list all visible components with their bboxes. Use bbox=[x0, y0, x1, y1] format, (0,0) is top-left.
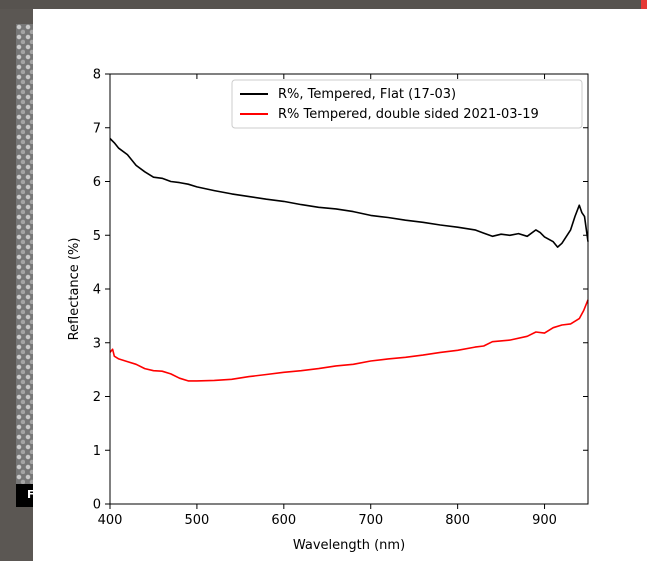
x-axis-label: Wavelength (nm) bbox=[293, 538, 405, 553]
y-tick-label: 4 bbox=[93, 283, 101, 298]
y-tick-label: 0 bbox=[93, 498, 101, 513]
chart-legend: R%, Tempered, Flat (17-03) R% Tempered, … bbox=[231, 79, 583, 129]
y-axis-label: Reflectance (%) bbox=[67, 238, 82, 341]
y-tick-label: 6 bbox=[93, 175, 101, 190]
y-tick-label: 7 bbox=[93, 121, 101, 136]
x-tick-label: 600 bbox=[271, 513, 296, 528]
y-tick-label: 8 bbox=[93, 68, 101, 83]
series-line-double-sided bbox=[109, 299, 589, 382]
thumbnail-caption-chip: F bbox=[16, 484, 35, 507]
y-tick-label: 5 bbox=[93, 229, 101, 244]
x-tick-label: 900 bbox=[532, 513, 557, 528]
y-tick-label: 1 bbox=[93, 444, 101, 459]
y-tick-label: 2 bbox=[93, 390, 101, 405]
x-tick-label: 400 bbox=[98, 513, 123, 528]
x-tick-label: 800 bbox=[445, 513, 470, 528]
legend-box bbox=[231, 79, 583, 129]
window-top-bar bbox=[0, 0, 647, 9]
y-tick-label: 3 bbox=[93, 336, 101, 351]
micrograph-thumbnail bbox=[16, 24, 33, 484]
x-tick-label: 700 bbox=[358, 513, 383, 528]
window-corner-marker bbox=[641, 0, 647, 12]
plot-frame bbox=[109, 73, 589, 505]
thumbnail-caption-label: F bbox=[27, 488, 35, 501]
legend-label-double-sided: R% Tempered, double sided 2021-03-19 bbox=[278, 107, 539, 122]
reflectance-chart: 400 500 600 700 800 900 0 1 2 3 4 5 6 7 8 Wavelength … bbox=[67, 68, 589, 553]
chart-panel: 400 500 600 700 800 900 0 1 2 3 4 5 6 7 8 Wavelength … bbox=[33, 9, 647, 561]
x-tick-label: 500 bbox=[184, 513, 209, 528]
legend-label-flat: R%, Tempered, Flat (17-03) bbox=[278, 87, 456, 102]
series-line-flat bbox=[109, 137, 589, 248]
